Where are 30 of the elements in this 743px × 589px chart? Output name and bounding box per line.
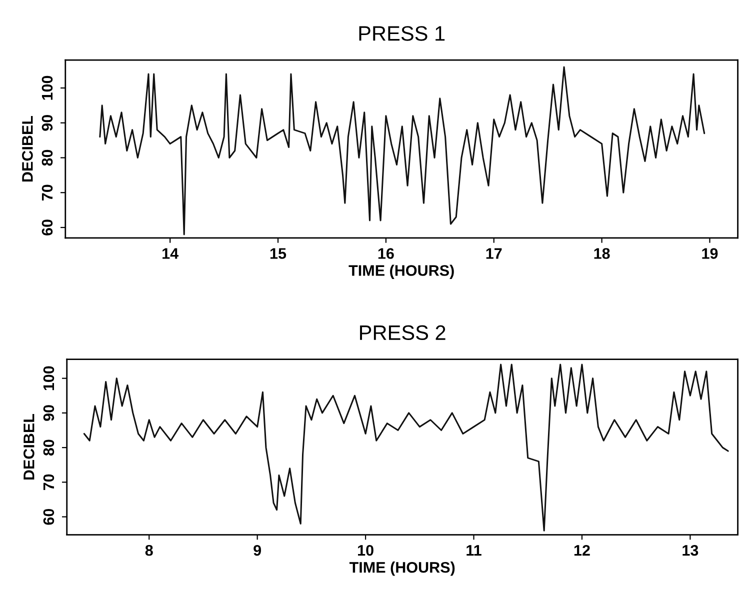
y-tick-label: 60 — [43, 508, 54, 525]
y-tick-label: 80 — [42, 150, 53, 166]
x-axis-title: TIME (HOURS) — [348, 264, 454, 279]
x-tick-label: 11 — [466, 545, 482, 556]
line-series — [99, 66, 706, 236]
chart-title: PRESS 2 — [360, 325, 446, 340]
y-tick-label: 80 — [43, 440, 54, 456]
x-tick-label: 9 — [254, 544, 262, 556]
x-tick-label: 17 — [486, 248, 502, 259]
y-axis-title: DECIBEL — [22, 116, 33, 182]
y-tick-label: 90 — [43, 405, 54, 421]
x-tick-label: 10 — [358, 544, 374, 556]
x-tick-label: 12 — [574, 544, 590, 556]
x-tick-label: 15 — [270, 248, 286, 259]
x-tick-label: 19 — [702, 248, 718, 259]
x-tick-label: 13 — [682, 544, 698, 556]
x-tick-label: 16 — [378, 248, 394, 259]
x-tick-label: 14 — [162, 248, 178, 259]
y-tick-label: 60 — [42, 220, 53, 236]
y-axis-title: DECIBEL — [24, 414, 34, 480]
y-tick-label: 100 — [42, 76, 53, 100]
line-series — [83, 364, 729, 532]
y-tick-label: 90 — [42, 114, 53, 131]
x-axis-title: TIME (HOURS) — [349, 562, 455, 576]
x-tick-label: 18 — [594, 248, 610, 259]
y-tick-label: 70 — [42, 184, 53, 200]
y-tick-label: 70 — [43, 474, 54, 490]
chart-title: PRESS 1 — [359, 26, 445, 41]
y-tick-label: 100 — [43, 366, 54, 390]
x-tick-label: 8 — [145, 544, 153, 556]
